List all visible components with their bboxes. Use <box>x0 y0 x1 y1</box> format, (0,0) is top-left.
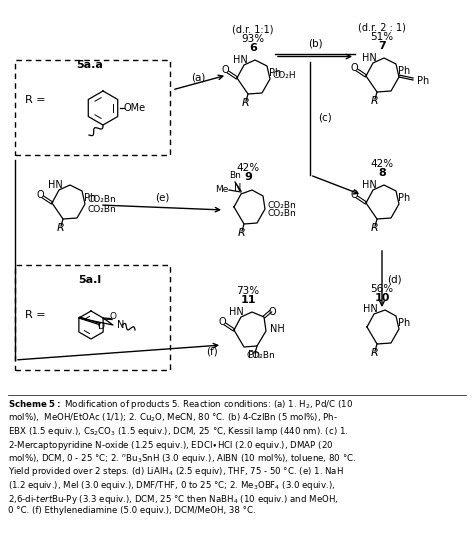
Text: 73%: 73% <box>237 286 260 296</box>
Text: CO₂Bn: CO₂Bn <box>268 209 297 219</box>
Text: (b): (b) <box>308 39 322 49</box>
Text: HN: HN <box>363 304 377 314</box>
Text: R: R <box>371 96 379 106</box>
Text: OMe: OMe <box>124 103 146 113</box>
Text: Ph: Ph <box>398 318 410 328</box>
FancyBboxPatch shape <box>15 60 170 155</box>
Text: CO₂Bn: CO₂Bn <box>88 204 117 214</box>
Text: O: O <box>350 63 358 73</box>
Text: O: O <box>268 307 276 317</box>
Text: Me: Me <box>215 186 228 195</box>
FancyBboxPatch shape <box>15 265 170 370</box>
Text: (c): (c) <box>318 113 332 123</box>
Text: Yield provided over 2 steps. (d) LiAlH$_4$ (2.5 equiv), THF, 75 - 50 °C. (e) 1. : Yield provided over 2 steps. (d) LiAlH$_… <box>8 465 344 478</box>
Text: O: O <box>218 317 226 327</box>
Text: 8: 8 <box>378 168 386 178</box>
Text: (a): (a) <box>191 72 205 82</box>
Text: NH: NH <box>270 324 285 334</box>
Text: 10: 10 <box>374 293 390 303</box>
Text: mol%), DCM, 0 - 25 °C; 2. $^n$Bu$_3$SnH (3.0 equiv.), AIBN (10 mol%), toluene, 8: mol%), DCM, 0 - 25 °C; 2. $^n$Bu$_3$SnH … <box>8 452 356 465</box>
Text: CO₂Bn: CO₂Bn <box>268 201 297 209</box>
Text: O: O <box>109 312 117 321</box>
Text: EBX (1.5 equiv.), Cs$_2$CO$_3$ (1.5 equiv.), DCM, 25 °C, Kessil lamp (440 nm). (: EBX (1.5 equiv.), Cs$_2$CO$_3$ (1.5 equi… <box>8 425 348 438</box>
Text: O: O <box>36 190 44 200</box>
Text: N: N <box>117 320 124 330</box>
Text: Ph: Ph <box>84 193 96 203</box>
Text: Ph: Ph <box>398 193 410 203</box>
Text: (1.2 equiv.), MeI (3.0 equiv.), DMF/THF, 0 to 25 °C; 2. Me$_3$OBF$_4$ (3.0 equiv: (1.2 equiv.), MeI (3.0 equiv.), DMF/THF,… <box>8 479 335 492</box>
Text: $\bf{Scheme\ 5:}$ Modification of products 5. Reaction conditions: (a) 1. H$_2$,: $\bf{Scheme\ 5:}$ Modification of produc… <box>8 398 353 411</box>
Text: R: R <box>242 98 250 108</box>
Text: HN: HN <box>228 307 243 317</box>
Text: CO₂Bn: CO₂Bn <box>247 351 276 361</box>
Text: O: O <box>350 190 358 200</box>
Text: O: O <box>98 322 104 331</box>
Text: 9: 9 <box>244 172 252 182</box>
Text: Ph: Ph <box>398 66 410 76</box>
Text: 11: 11 <box>240 295 256 305</box>
Text: R: R <box>57 223 65 233</box>
Text: Ph: Ph <box>248 350 260 360</box>
Text: 93%: 93% <box>241 34 264 44</box>
Text: 6: 6 <box>249 43 257 53</box>
Text: 2-Mercaptopyridine N-oxide (1.25 equiv.), EDCI$\bullet$HCl (2.0 equiv.), DMAP (2: 2-Mercaptopyridine N-oxide (1.25 equiv.)… <box>8 438 334 452</box>
Text: (d): (d) <box>387 275 401 285</box>
Text: mol%),  MeOH/EtOAc (1/1); 2. Cu$_2$O, MeCN, 80 °C. (b) 4-CzIBn (5 mol%), Ph-: mol%), MeOH/EtOAc (1/1); 2. Cu$_2$O, MeC… <box>8 412 338 424</box>
Text: CO₂Bn: CO₂Bn <box>88 196 117 204</box>
Text: 56%: 56% <box>371 284 393 294</box>
Text: CO₂H: CO₂H <box>273 71 297 81</box>
Text: Ph: Ph <box>269 68 281 78</box>
Text: 51%: 51% <box>371 32 393 42</box>
Text: 0 °C. (f) Ethylenediamine (5.0 equiv.), DCM/MeOH, 38 °C.: 0 °C. (f) Ethylenediamine (5.0 equiv.), … <box>8 506 255 515</box>
Text: HN: HN <box>47 180 63 190</box>
Text: 42%: 42% <box>371 159 393 169</box>
Text: HN: HN <box>233 55 247 65</box>
Text: Bn: Bn <box>229 172 241 180</box>
Text: (d.r. 1:1): (d.r. 1:1) <box>232 25 274 35</box>
Text: 5a.l: 5a.l <box>78 275 101 285</box>
Text: HN: HN <box>362 53 376 63</box>
Text: (d.r. 2 : 1): (d.r. 2 : 1) <box>358 23 406 33</box>
Text: R: R <box>371 348 379 358</box>
Text: 5a.a: 5a.a <box>77 60 103 70</box>
Text: 7: 7 <box>378 41 386 51</box>
Text: R: R <box>238 228 246 238</box>
Text: O: O <box>221 65 229 75</box>
Text: R: R <box>371 223 379 233</box>
Text: R =: R = <box>25 95 46 105</box>
Text: (e): (e) <box>155 192 169 202</box>
Text: (f): (f) <box>206 347 218 357</box>
Text: HN: HN <box>362 180 376 190</box>
Text: 2,6-di-$\it{tert}$Bu-Py (3.3 equiv.), DCM, 25 °C then NaBH$_4$ (10 equiv.) and M: 2,6-di-$\it{tert}$Bu-Py (3.3 equiv.), DC… <box>8 493 338 505</box>
Text: R =: R = <box>25 310 46 320</box>
Text: 42%: 42% <box>237 163 260 173</box>
Text: Ph: Ph <box>417 76 429 86</box>
Text: N: N <box>234 183 242 193</box>
